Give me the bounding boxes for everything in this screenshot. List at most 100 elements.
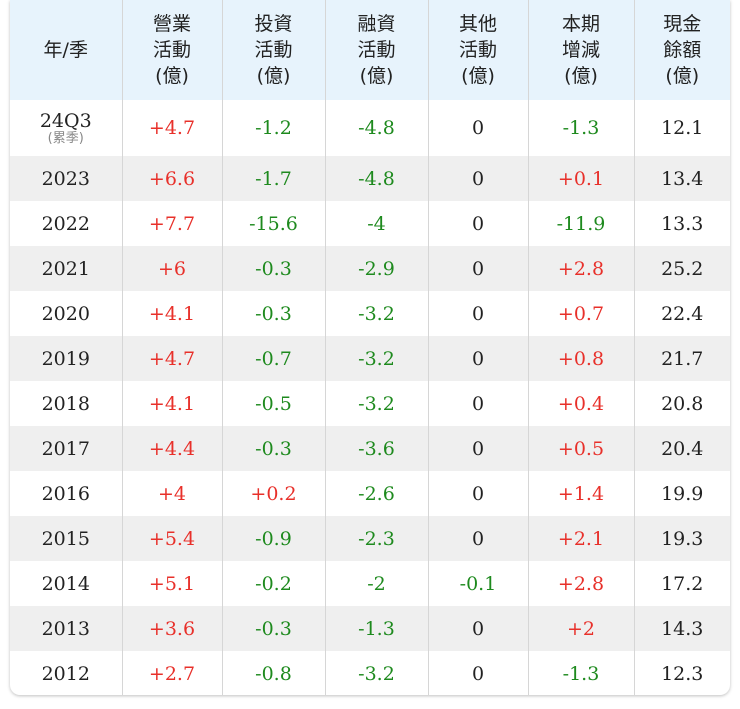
other-cell: 0	[428, 471, 529, 516]
period-label: 2023	[41, 167, 90, 190]
period-cell: 2018	[10, 381, 123, 426]
period-cell: 24Q3 (累季)	[10, 100, 123, 156]
change-cell: +0.5	[528, 426, 635, 471]
financing-cell: -3.2	[325, 381, 429, 426]
period-label: 2012	[41, 662, 90, 685]
other-cell: 0	[428, 246, 529, 291]
header-row: 年/季 營業 活動 (億) 投資 活動 (億) 融資 活動 (億) 其他 活動 (億) 本期 增減 (億) 現金…	[10, 0, 730, 100]
balance-cell: 21.7	[634, 336, 730, 381]
period-cell: 2012	[10, 651, 123, 695]
table-row: 2017 +4.4 -0.3 -3.6 0 +0.5 20.4	[10, 426, 730, 471]
header-line: 年/季	[43, 39, 88, 61]
investing-cell: -0.7	[222, 336, 326, 381]
change-cell: -1.3	[528, 100, 635, 156]
header-operating: 營業活動 (億)	[122, 0, 223, 100]
header-financing: 融資 活動 (億)	[325, 0, 429, 100]
financing-cell: -2	[325, 561, 429, 606]
balance-cell: 13.3	[661, 212, 704, 235]
financing-cell: -2.9	[325, 246, 429, 291]
header-line: 投資	[254, 13, 293, 35]
operating-cell: +6	[122, 246, 223, 291]
period-cell: 2021	[10, 246, 123, 291]
financing-cell: -3.6	[325, 426, 429, 471]
operating-cell: +4.1	[122, 291, 223, 336]
change-cell: +0.8	[528, 336, 635, 381]
investing-cell: -0.3	[222, 291, 326, 336]
header-line: 營業	[152, 13, 191, 35]
financing-cell: -3.2	[325, 336, 429, 381]
table-row: 2015 +5.4 -0.9 -2.3 0 +2.1 19.3	[10, 516, 730, 561]
period-label: 2013	[41, 617, 90, 640]
change-cell: +0.4	[528, 381, 635, 426]
header-line: (億)	[564, 65, 598, 87]
operating-cell: +5.1	[122, 561, 223, 606]
investing-cell: -1.7	[222, 156, 326, 201]
header-line: 其他	[458, 13, 497, 35]
other-cell: 0	[428, 336, 529, 381]
investing-cell: -0.5	[222, 381, 326, 426]
investing-cell: -15.6	[222, 201, 326, 246]
financing-cell: -4.8	[325, 156, 429, 201]
other-cell: 0	[428, 426, 529, 471]
investing-cell: -1.2	[222, 100, 326, 156]
other-cell: 0	[428, 516, 529, 561]
financing-cell: -3.2	[325, 651, 429, 695]
period-cell: 2016	[10, 471, 123, 516]
other-cell: -0.1	[428, 561, 529, 606]
period-label: 2020	[41, 302, 90, 325]
header-line: (億)	[256, 65, 291, 87]
table-row: 2020 +4.1 -0.3 -3.2 0 +0.7 22.4	[10, 291, 730, 336]
period-label: 2018	[41, 392, 90, 415]
cash-flow-card: 年/季 營業 活動 (億) 投資 活動 (億) 融資 活動 (億) 其他 活動 (億) 本期 增減 (億) 現金…	[10, 0, 730, 695]
investing-cell: -0.3	[222, 606, 326, 651]
table-row: 24Q3 (累季) +4.7 -1.2 -4.8 0 -1.3 12.1	[10, 100, 730, 156]
operating-cell: +4.1	[122, 381, 223, 426]
balance-cell: 12.3	[661, 662, 704, 685]
operating-cell: +2.7	[122, 651, 223, 695]
period-label: 2017	[41, 437, 90, 460]
period-cell: 2015	[10, 516, 123, 561]
period-cell: 2020	[10, 291, 123, 336]
operating-cell: +6.6	[122, 156, 223, 201]
investing-cell: -0.9	[222, 516, 326, 561]
header-line: 本期	[561, 13, 600, 35]
period-cell: 2017	[10, 426, 123, 471]
header-line: 增減	[561, 39, 600, 61]
investing-cell: +0.2	[222, 471, 326, 516]
other-cell: 0	[428, 606, 529, 651]
table-row: 2012 +2.7 -0.8 -3.2 0 -1.3 12.3	[10, 651, 730, 695]
cash-flow-table: 年/季 營業 活動 (億) 投資 活動 (億) 融資 活動 (億) 其他 活動 (億) 本期 增減 (億) 現金…	[10, 0, 730, 695]
other-cell: 0	[428, 291, 529, 336]
table-row: 2022 +7.7 -15.6 -4 0 -11.9 13.3	[10, 201, 730, 246]
change-cell: +1.4	[528, 471, 635, 516]
change-cell: +0.1	[528, 156, 635, 201]
other-cell: 0	[428, 156, 529, 201]
period-cell: 2022	[10, 201, 123, 246]
period-label: 2014	[41, 572, 90, 595]
investing-cell: -0.3	[222, 246, 326, 291]
change-cell: +2.8	[528, 561, 635, 606]
period-note: (累季)	[47, 131, 84, 146]
balance-cell: 19.3	[634, 516, 730, 561]
period-label: 2022	[41, 212, 90, 235]
other-cell: 0	[428, 100, 529, 156]
balance-cell: 20.8	[661, 392, 704, 415]
header-line: 活動	[152, 39, 191, 61]
table-header: 年/季 營業 活動 (億) 投資 活動 (億) 融資 活動 (億) 其他 活動 (億) 本期 增減 (億) 現金…	[10, 0, 730, 100]
balance-cell: 19.9	[661, 482, 704, 505]
operating-cell: +5.4	[122, 516, 223, 561]
change-cell: +2	[528, 606, 635, 651]
header-balance: 現金 餘額 (億)	[634, 0, 730, 100]
financing-cell: -2.6	[325, 471, 429, 516]
other-cell: 0	[428, 381, 529, 426]
balance-cell: 20.4	[634, 426, 730, 471]
balance-cell: 25.2	[634, 246, 730, 291]
table-row: 2016 +4 +0.2 -2.6 0 +1.4 19.9	[10, 471, 730, 516]
operating-cell: +3.6	[122, 606, 223, 651]
period-cell: 2013	[10, 606, 123, 651]
change-cell: +2.1	[528, 516, 635, 561]
operating-cell: +7.7	[122, 201, 223, 246]
period-label: 2021	[41, 257, 90, 280]
header-line: (億)	[155, 65, 189, 87]
header-period: 年/季	[10, 0, 123, 100]
